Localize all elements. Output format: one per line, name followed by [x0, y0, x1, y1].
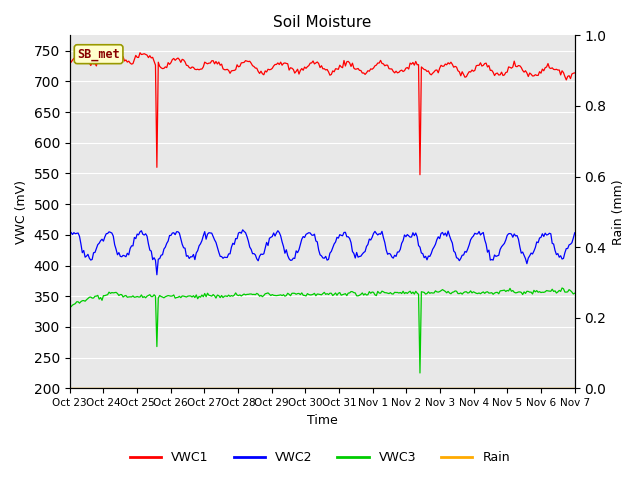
- Line: VWC2: VWC2: [70, 230, 575, 275]
- VWC2: [244, 238, 252, 244]
- VWC3: [66, 303, 74, 309]
- Line: VWC3: VWC3: [70, 288, 575, 373]
- Y-axis label: Rain (mm): Rain (mm): [612, 179, 625, 245]
- Rain: [571, 385, 579, 391]
- VWC1: [218, 61, 225, 67]
- VWC1: [66, 58, 74, 63]
- VWC1: [129, 60, 137, 66]
- VWC3: [242, 292, 250, 298]
- VWC2: [235, 230, 243, 236]
- Rain: [233, 385, 241, 391]
- VWC1: [109, 48, 117, 54]
- VWC1: [243, 58, 251, 64]
- Legend: VWC1, VWC2, VWC3, Rain: VWC1, VWC2, VWC3, Rain: [125, 446, 515, 469]
- VWC2: [153, 272, 161, 277]
- VWC3: [216, 295, 224, 300]
- Rain: [216, 385, 224, 391]
- Rain: [66, 385, 74, 391]
- VWC3: [558, 285, 566, 291]
- VWC2: [289, 255, 297, 261]
- VWC1: [288, 65, 296, 71]
- VWC3: [544, 288, 552, 294]
- X-axis label: Time: Time: [307, 414, 337, 427]
- VWC1: [571, 70, 579, 76]
- Rain: [543, 385, 550, 391]
- VWC2: [218, 253, 225, 259]
- VWC3: [233, 292, 241, 298]
- Rain: [287, 385, 294, 391]
- Rain: [242, 385, 250, 391]
- VWC2: [239, 227, 246, 233]
- Y-axis label: VWC (mV): VWC (mV): [15, 180, 28, 244]
- VWC2: [128, 243, 136, 249]
- VWC3: [287, 293, 294, 299]
- Rain: [128, 385, 136, 391]
- VWC3: [571, 290, 579, 296]
- VWC2: [545, 230, 553, 236]
- VWC1: [235, 64, 243, 70]
- Text: SB_met: SB_met: [77, 48, 120, 60]
- VWC1: [545, 65, 553, 71]
- Line: VWC1: VWC1: [70, 51, 575, 175]
- VWC3: [416, 370, 424, 376]
- Title: Soil Moisture: Soil Moisture: [273, 15, 371, 30]
- VWC3: [128, 294, 136, 300]
- VWC1: [416, 172, 424, 178]
- VWC2: [571, 230, 579, 236]
- VWC2: [66, 231, 74, 237]
